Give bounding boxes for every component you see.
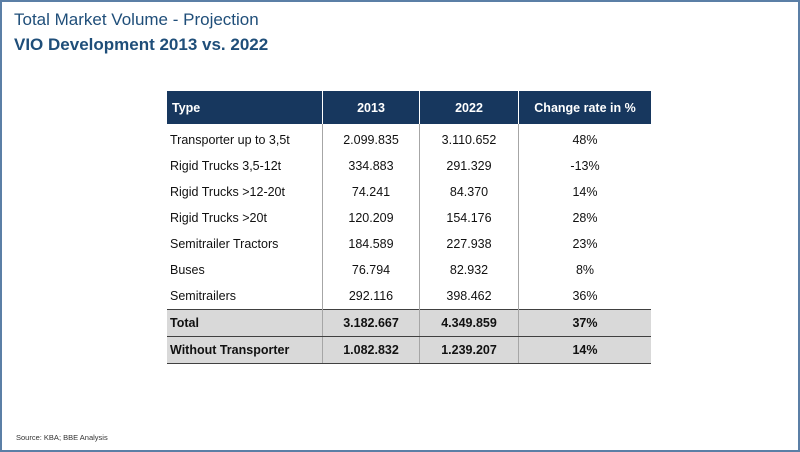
- cell-2022: 84.370: [419, 179, 519, 205]
- cell-type: Buses: [167, 257, 323, 283]
- vio-table: Type 2013 2022 Change rate in % Transpor…: [167, 91, 651, 364]
- cell-2022: 398.462: [419, 283, 519, 310]
- cell-2013: 292.116: [322, 283, 420, 310]
- table-row: Transporter up to 3,5t 2.099.835 3.110.6…: [167, 124, 651, 153]
- page-subtitle: VIO Development 2013 vs. 2022: [14, 35, 269, 54]
- cell-2013: 76.794: [322, 257, 420, 283]
- table-row: Buses 76.794 82.932 8%: [167, 257, 651, 283]
- cell-change-rate: 14%: [572, 185, 598, 199]
- cell-type: Total: [167, 309, 323, 337]
- cell-type: Transporter up to 3,5t: [167, 124, 323, 153]
- column-header-change-rate: Change rate in %: [518, 91, 651, 124]
- column-header-2013: 2013: [322, 91, 420, 124]
- cell-change-rate: -13%: [570, 159, 600, 173]
- table-row: Rigid Trucks 3,5-12t 334.883 291.329 -13…: [167, 153, 651, 179]
- cell-type: Rigid Trucks 3,5-12t: [167, 153, 323, 179]
- cell-2013: 184.589: [322, 231, 420, 257]
- cell-2022: 154.176: [419, 205, 519, 231]
- cell-change-rate: 8%: [575, 263, 595, 277]
- cell-2022: 291.329: [419, 153, 519, 179]
- cell-type: Semitrailers: [167, 283, 323, 310]
- cell-change-rate: 14%: [518, 336, 651, 364]
- cell-type: Without Transporter: [167, 336, 323, 364]
- page-title: Total Market Volume - Projection: [14, 10, 259, 29]
- cell-type: Rigid Trucks >12-20t: [167, 179, 323, 205]
- cell-change-rate: 37%: [518, 309, 651, 337]
- cell-2013: 3.182.667: [322, 309, 420, 337]
- table-row: Semitrailer Tractors 184.589 227.938 23%: [167, 231, 651, 257]
- cell-2022: 3.110.652: [419, 124, 519, 153]
- without-transporter-row: Without Transporter 1.082.832 1.239.207 …: [167, 336, 651, 364]
- cell-2013: 120.209: [322, 205, 420, 231]
- source-note: Source: KBA; BBE Analysis: [16, 433, 108, 442]
- cell-change-rate: 36%: [572, 289, 598, 303]
- table-header-row: Type 2013 2022 Change rate in %: [167, 91, 651, 124]
- cell-change-rate: 23%: [572, 237, 598, 251]
- cell-type: Semitrailer Tractors: [167, 231, 323, 257]
- total-row: Total 3.182.667 4.349.859 37%: [167, 309, 651, 337]
- cell-2013: 1.082.832: [322, 336, 420, 364]
- cell-change-rate: 28%: [572, 211, 598, 225]
- column-header-2022: 2022: [419, 91, 519, 124]
- table-row: Semitrailers 292.116 398.462 36%: [167, 283, 651, 310]
- cell-2022: 4.349.859: [419, 309, 519, 337]
- column-header-type: Type: [167, 91, 323, 124]
- cell-type: Rigid Trucks >20t: [167, 205, 323, 231]
- cell-2013: 2.099.835: [322, 124, 420, 153]
- cell-2013: 334.883: [322, 153, 420, 179]
- cell-2022: 227.938: [419, 231, 519, 257]
- cell-2022: 82.932: [419, 257, 519, 283]
- table-row: Rigid Trucks >20t 120.209 154.176 28%: [167, 205, 651, 231]
- table-row: Rigid Trucks >12-20t 74.241 84.370 14%: [167, 179, 651, 205]
- cell-change-rate: 48%: [572, 133, 598, 147]
- cell-2022: 1.239.207: [419, 336, 519, 364]
- cell-2013: 74.241: [322, 179, 420, 205]
